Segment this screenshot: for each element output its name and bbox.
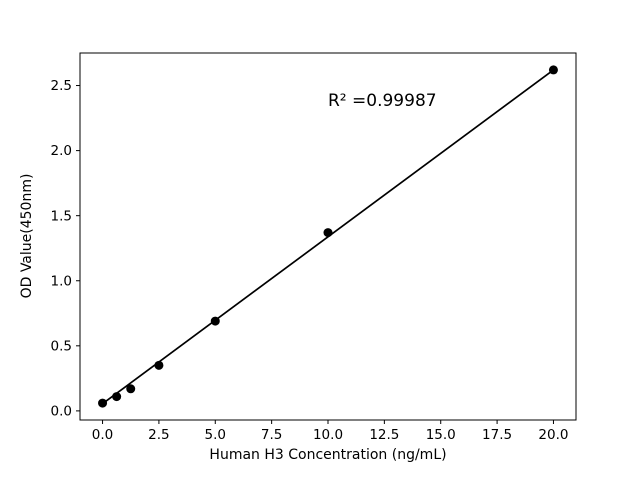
x-tick-label: 15.0 xyxy=(426,427,456,443)
data-point xyxy=(98,398,108,408)
x-tick-label: 7.5 xyxy=(261,427,282,443)
y-tick-label: 2.5 xyxy=(51,78,72,94)
y-tick-label: 1.0 xyxy=(51,273,72,289)
y-axis-label: OD Value(450nm) xyxy=(19,173,35,299)
x-tick-label: 2.5 xyxy=(148,427,169,443)
y-tick-label: 2.0 xyxy=(51,143,72,159)
y-tick-label: 0.0 xyxy=(51,403,72,419)
y-tick-label: 0.5 xyxy=(51,338,72,354)
y-tick-label: 1.5 xyxy=(51,208,72,224)
data-point xyxy=(154,360,164,370)
data-point xyxy=(323,228,333,238)
x-tick-label: 0.0 xyxy=(92,427,113,443)
x-tick-label: 20.0 xyxy=(538,427,568,443)
data-point xyxy=(548,65,558,75)
x-tick-label: 5.0 xyxy=(205,427,226,443)
r-squared-annotation: R² =0.99987 xyxy=(328,90,437,111)
data-point xyxy=(210,316,220,326)
x-axis-label: Human H3 Concentration (ng/mL) xyxy=(209,447,447,463)
x-tick-label: 12.5 xyxy=(369,427,399,443)
x-tick-label: 17.5 xyxy=(482,427,512,443)
data-point xyxy=(126,384,136,394)
x-tick-label: 10.0 xyxy=(313,427,343,443)
data-point xyxy=(112,392,122,402)
